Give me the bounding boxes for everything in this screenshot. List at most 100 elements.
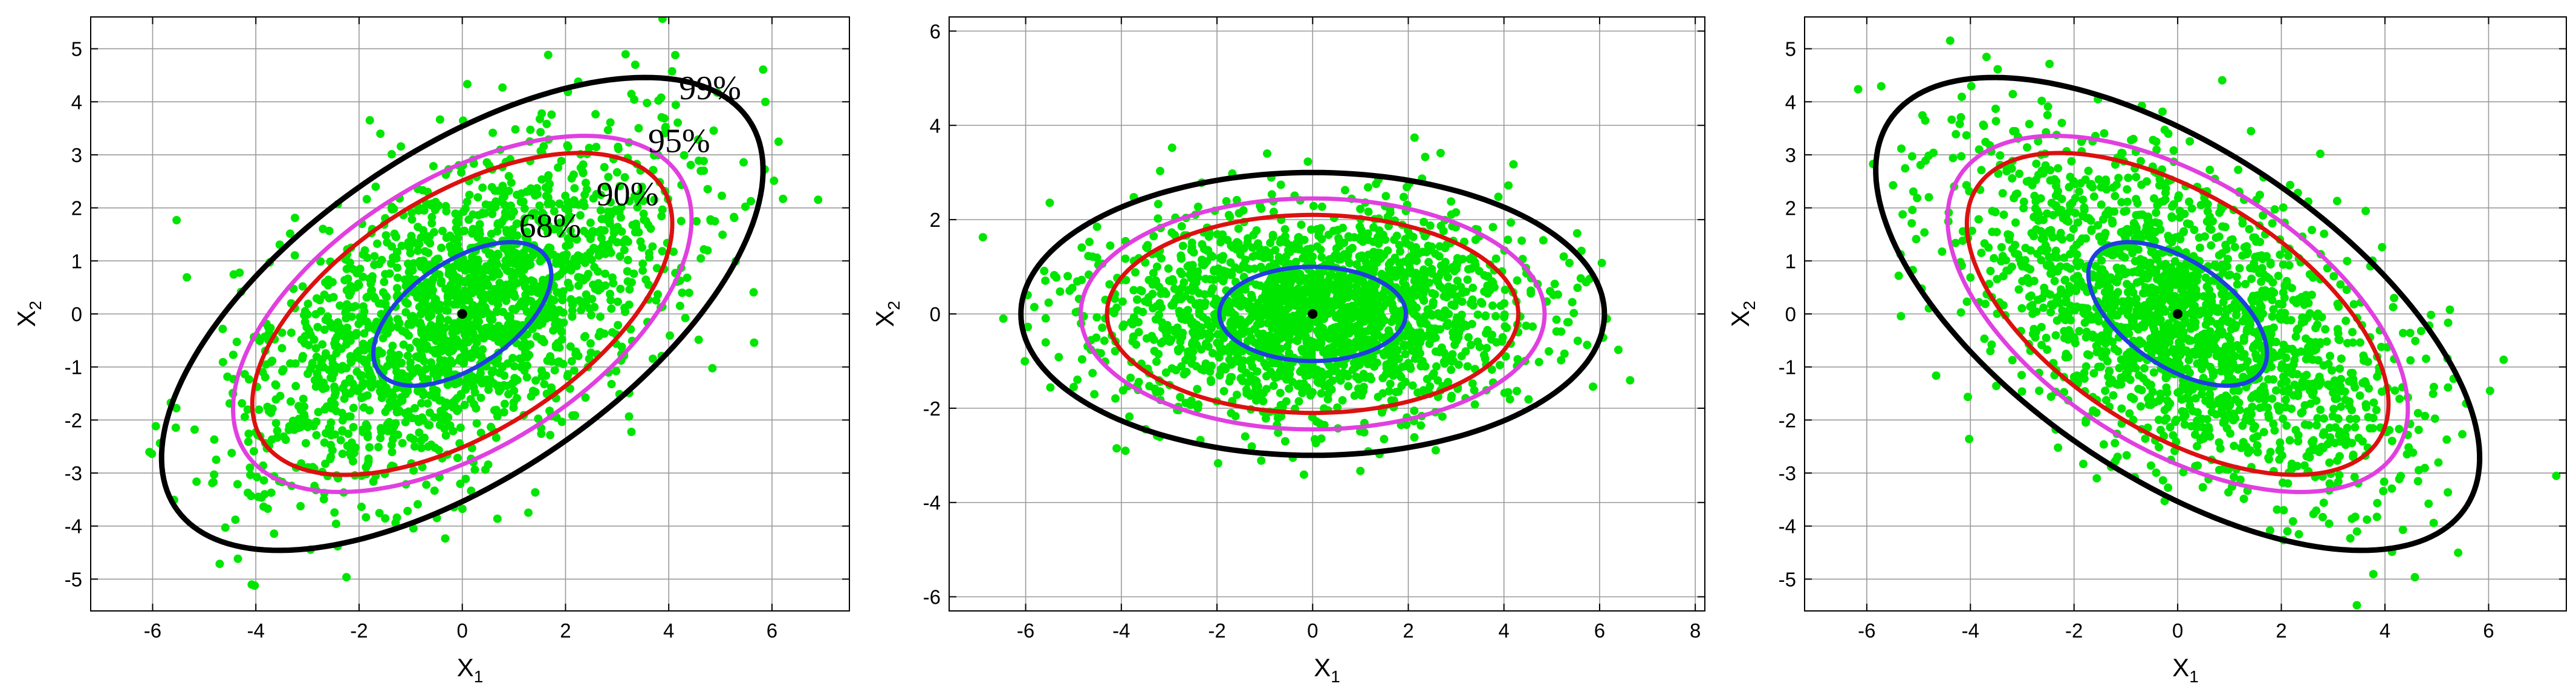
scatter-point xyxy=(313,322,322,331)
scatter-point xyxy=(357,394,366,402)
scatter-point xyxy=(2152,208,2161,217)
scatter-point xyxy=(1305,302,1314,311)
scatter-point xyxy=(1297,220,1306,229)
contour-95pct xyxy=(1079,196,1547,432)
scatter-point xyxy=(692,217,701,226)
scatter-point xyxy=(326,440,336,449)
scatter-point xyxy=(358,250,368,259)
scatter-point xyxy=(232,338,241,347)
scatter-point xyxy=(1260,253,1269,263)
scatter-point xyxy=(1192,341,1201,350)
scatter-point xyxy=(537,366,546,375)
scatter-point xyxy=(1152,388,1161,397)
scatter-point xyxy=(1234,224,1243,233)
scatter-point xyxy=(1262,341,1271,350)
scatter-point xyxy=(430,392,439,401)
scatter-point xyxy=(442,233,451,243)
scatter-point xyxy=(544,243,553,252)
scatter-point xyxy=(1378,374,1387,382)
scatter-point xyxy=(524,508,533,517)
scatter-point xyxy=(1224,210,1233,220)
scatter-point xyxy=(367,287,375,296)
scatter-point xyxy=(409,524,418,533)
scatter-point xyxy=(2234,398,2243,407)
scatter-point xyxy=(2023,143,2031,152)
scatter-point xyxy=(1040,266,1049,275)
scatter-point xyxy=(2117,198,2126,207)
scatter-point xyxy=(427,358,435,367)
scatter-point xyxy=(2335,471,2344,480)
scatter-point xyxy=(306,330,315,339)
scatter-point xyxy=(1447,197,1456,206)
scatter-point xyxy=(287,328,296,338)
scatter-point xyxy=(1285,279,1294,288)
scatter-point xyxy=(519,251,528,259)
scatter-point xyxy=(652,264,661,273)
scatter-point xyxy=(1317,202,1326,211)
scatter-point xyxy=(2281,396,2290,404)
scatter-point xyxy=(1429,298,1438,307)
scatter-point xyxy=(1491,254,1501,263)
scatter-point xyxy=(458,297,467,306)
scatter-point xyxy=(571,350,580,359)
scatter-point xyxy=(1447,300,1456,309)
scatter-point xyxy=(330,339,339,348)
scatter-point xyxy=(229,270,238,279)
scatter-point xyxy=(1507,218,1516,227)
scatter-point xyxy=(2196,243,2204,252)
scatter-point xyxy=(1439,357,1449,367)
scatter-point xyxy=(417,263,426,271)
scatter-point xyxy=(486,249,495,258)
scatter-point xyxy=(544,185,553,194)
scatter-point xyxy=(2413,409,2422,417)
scatter-point xyxy=(414,500,422,509)
scatter-point xyxy=(741,202,750,211)
scatter-point xyxy=(380,278,389,287)
scatter-point xyxy=(362,513,371,522)
scatter-point xyxy=(459,345,469,354)
scatter-point xyxy=(1426,221,1435,230)
scatter-point xyxy=(1281,292,1290,301)
scatter-point xyxy=(1408,381,1417,390)
scatter-point xyxy=(1350,233,1359,242)
scatter-point xyxy=(2196,201,2205,209)
scatter-point xyxy=(747,197,756,206)
scatter-point xyxy=(1409,232,1418,241)
scatter-point xyxy=(617,342,626,351)
scatter-point xyxy=(420,357,429,366)
scatter-point xyxy=(285,229,294,238)
scatter-point xyxy=(563,143,573,151)
scatter-point xyxy=(456,423,465,432)
scatter-point xyxy=(1379,302,1388,311)
confidence-label: 68% xyxy=(519,207,582,245)
scatter-point xyxy=(1354,298,1363,307)
scatter-point xyxy=(1063,272,1072,281)
scatter-point xyxy=(510,386,519,395)
scatter-point xyxy=(623,277,632,286)
scatter-point xyxy=(1207,377,1216,387)
scatter-point xyxy=(1298,388,1307,397)
scatter-point xyxy=(252,472,261,481)
scatter-point xyxy=(1275,271,1284,280)
scatter-point xyxy=(696,166,706,175)
scatter-point xyxy=(470,465,479,474)
scatter-point xyxy=(1293,336,1302,345)
scatter-point xyxy=(1513,276,1522,285)
scatter-point xyxy=(1167,143,1176,152)
scatter-point xyxy=(362,293,371,302)
scatter-point xyxy=(456,479,465,488)
scatter-point xyxy=(2270,426,2279,435)
scatter-point xyxy=(273,433,282,442)
scatter-point xyxy=(304,341,313,350)
scatter-point xyxy=(1317,253,1326,262)
scatter-point xyxy=(441,431,450,440)
scatter-point xyxy=(694,335,703,344)
scatter-point xyxy=(2109,391,2118,400)
scatter-point xyxy=(1178,241,1187,250)
scatter-point xyxy=(625,412,634,421)
scatter-point xyxy=(229,350,238,359)
scatter-point xyxy=(417,399,426,408)
scatter-point xyxy=(401,417,410,426)
scatter-point xyxy=(291,359,300,368)
scatter-point xyxy=(1138,307,1147,316)
